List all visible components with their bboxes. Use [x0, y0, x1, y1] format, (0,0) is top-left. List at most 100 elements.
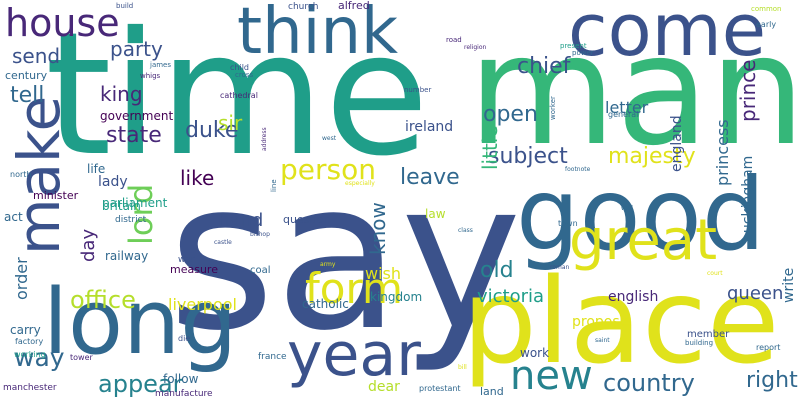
word-number: number — [404, 86, 432, 94]
word-great: great — [569, 208, 718, 273]
word-party: party — [110, 37, 163, 61]
word-ireland: ireland — [405, 119, 454, 135]
word-build: build — [116, 2, 134, 10]
word-castle: castle — [214, 239, 232, 246]
word-manufacture: manufacture — [155, 389, 213, 399]
word-die: die — [178, 334, 191, 343]
word-act: act — [4, 210, 23, 224]
word-kingdom: kingdom — [370, 290, 423, 304]
word-manchester: manchester — [3, 383, 57, 393]
word-present: present — [560, 42, 587, 50]
word-long: long — [43, 270, 238, 375]
word-bishop: bishop — [250, 231, 270, 238]
word-land: land — [480, 385, 504, 398]
word-carry: carry — [10, 323, 41, 337]
word-princess: princess — [713, 119, 732, 186]
word-majesty: majesty — [608, 144, 696, 169]
word-member: member — [687, 329, 730, 340]
word-general: general — [608, 110, 639, 119]
word-chief: chief — [517, 54, 571, 79]
word-think: think — [237, 0, 399, 69]
word-order: order — [12, 257, 31, 300]
word-subject: subject — [488, 144, 568, 169]
word-say: say — [168, 138, 522, 376]
word-year: year — [287, 320, 421, 390]
word-james: james — [150, 61, 172, 69]
word-king: king — [100, 82, 143, 106]
word-early: early — [756, 20, 777, 29]
word-cathedral: cathedral — [220, 91, 258, 100]
word-war: war — [178, 255, 195, 265]
word-coal: coal — [250, 265, 271, 276]
word-century: century — [5, 69, 48, 82]
word-railway: railway — [105, 249, 149, 263]
word-english: english — [608, 289, 659, 305]
word-way: way — [14, 343, 65, 372]
word-court: court — [707, 270, 723, 277]
word-new: new — [510, 353, 593, 399]
word-line: line — [270, 179, 278, 192]
word-life: life — [87, 162, 106, 176]
word-footnote: footnote — [565, 166, 591, 173]
word-government: government — [100, 109, 174, 123]
word-factory: factory — [15, 337, 44, 346]
word-open: open — [483, 102, 538, 127]
word-england: england — [669, 115, 685, 172]
word-district: district — [115, 215, 147, 225]
word-question: question — [283, 213, 331, 226]
word-address: address — [261, 127, 268, 151]
word-army: army — [320, 261, 336, 268]
word-little: little — [478, 125, 502, 170]
word-common: common — [751, 5, 782, 13]
word-dear: dear — [368, 379, 400, 395]
word-propose: propose — [572, 314, 629, 330]
word-whigs: whigs — [140, 72, 161, 80]
word-north: north — [10, 170, 32, 179]
word-parliament: parliament — [102, 196, 168, 210]
word-working: working — [14, 350, 46, 359]
word-know: know — [366, 202, 390, 255]
word-sir: sir — [218, 111, 243, 135]
word-queen: queen — [727, 283, 784, 304]
word-wish: wish — [365, 264, 402, 283]
word-like: like — [180, 166, 215, 190]
word-worker: worker — [549, 96, 557, 120]
word-house: house — [5, 1, 120, 45]
word-good: good — [516, 156, 766, 273]
word-day: day — [78, 228, 99, 262]
word-report: report — [756, 343, 781, 352]
word-person: person — [280, 153, 376, 186]
word-work: work — [520, 346, 550, 360]
word-letter: letter — [605, 98, 649, 117]
word-catholic: catholic — [302, 297, 349, 311]
word-victoria: victoria — [477, 286, 545, 307]
word-cross: cross — [235, 71, 254, 79]
word-tell: tell — [10, 83, 45, 108]
word-saint: saint — [595, 337, 610, 344]
word-wall: wall — [621, 205, 633, 212]
word-lady: lady — [98, 174, 128, 190]
word-appear: appear — [98, 370, 183, 398]
word-buckingham: buckingham — [740, 155, 756, 242]
word-measure: measure — [170, 263, 218, 276]
word-write: write — [781, 267, 797, 303]
word-liverpool: liverpool — [168, 295, 237, 314]
word-minister: minister — [33, 189, 79, 202]
word-prince: prince — [736, 59, 760, 122]
word-britain: britain — [102, 199, 141, 213]
word-power: power — [572, 49, 594, 57]
word-building: building — [685, 339, 714, 347]
word-office: office — [70, 286, 136, 314]
word-class: class — [458, 227, 473, 234]
word-right: right — [746, 368, 798, 393]
word-france: france — [258, 352, 287, 362]
word-alfred: alfred — [338, 0, 370, 12]
word-form: form — [305, 264, 403, 313]
word-hand: hand — [218, 210, 264, 231]
word-tower: tower — [70, 353, 93, 362]
word-country: country — [603, 369, 695, 397]
word-bill: bill — [458, 364, 467, 371]
word-church: church — [288, 2, 319, 12]
word-man: man — [468, 2, 800, 179]
